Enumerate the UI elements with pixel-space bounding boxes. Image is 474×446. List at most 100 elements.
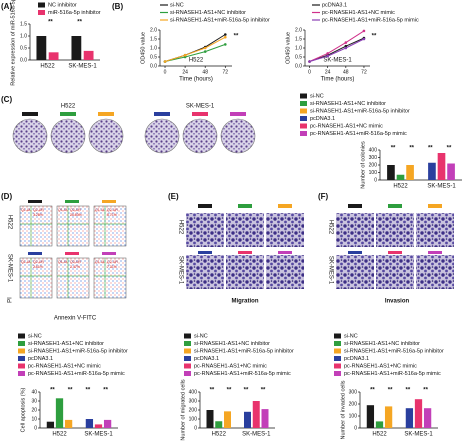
significance: ** <box>423 388 428 394</box>
significance: ** <box>428 146 433 152</box>
point <box>326 54 329 58</box>
y-tick-label: 0 <box>194 425 197 431</box>
legend-label: pc-RNASEH1-AS1+miR-516a-5p mimic <box>322 17 419 23</box>
legend-label: miR-516a-5p inhibitor <box>48 10 101 16</box>
chart-title: SK-MES-1 <box>323 58 352 64</box>
x-tick-label: H522 <box>52 432 67 438</box>
legend-label: si-NC <box>170 2 184 8</box>
y-tick-label: 200 <box>189 407 198 413</box>
bar <box>428 162 436 180</box>
legend-swatch <box>300 101 307 106</box>
legend-label: pc-RNASEH1-AS1+miR-516a-5p mimic <box>310 131 407 137</box>
condition-swatch <box>198 251 212 254</box>
stain-image <box>226 213 264 247</box>
point <box>183 53 187 57</box>
y-tick-label: 200 <box>369 162 378 168</box>
y-tick-label: 30 <box>31 398 37 404</box>
condition-swatch <box>198 204 212 208</box>
legend-label: si-NC <box>344 333 358 339</box>
y-tick-label: 100 <box>349 413 358 419</box>
legend-label: pc-RNASEH1-AS1+NC mimic <box>194 363 267 369</box>
significance: ** <box>77 20 82 26</box>
y-tick-label: 100 <box>369 170 378 176</box>
y-tick-label: 1.0 <box>20 33 27 39</box>
significance: ** <box>227 388 232 394</box>
legend-swatch <box>18 348 25 354</box>
legend-label: si-RNASEH1-AS1+miR-516a-5p inhibitor <box>310 108 410 114</box>
legend-label: pcDNA3.1 <box>322 2 347 8</box>
y-tick-label: 1.5 <box>150 36 157 42</box>
quadrant-label: Q2-UR <box>70 260 81 264</box>
legend-swatch <box>38 2 45 8</box>
legend-swatch <box>334 333 341 339</box>
flow-plot <box>93 257 127 299</box>
point <box>344 46 348 50</box>
significance: ** <box>409 146 414 152</box>
bar <box>387 165 395 180</box>
y-tick-label: 2.0 <box>295 27 302 33</box>
legend-swatch <box>18 341 25 346</box>
panel-label: (C) <box>1 95 12 104</box>
significance: ** <box>103 388 108 394</box>
legend-label: pc-RNASEH1-AS1+miR-516a-5p mimic <box>28 371 125 377</box>
significance: ** <box>406 388 411 394</box>
legend-label: pcDNA3.1 <box>344 356 369 362</box>
bar <box>244 411 251 428</box>
condition-swatch <box>278 251 292 254</box>
y-tick-label: 0.5 <box>20 45 27 51</box>
legend-label: pc-RNASEH1-AS1+NC mimic <box>322 10 395 16</box>
x-axis-label: Time (hours) <box>321 77 355 83</box>
quadrant-label: Q1-UL <box>21 260 31 264</box>
point <box>203 46 207 50</box>
bar <box>437 153 446 180</box>
bar <box>103 419 112 428</box>
x-tick-label: SK-MES-1 <box>242 432 271 438</box>
bar <box>71 36 82 60</box>
legend-swatch <box>184 341 191 346</box>
quadrant-value: 2.47% <box>70 265 80 269</box>
x-tick-label: 24 <box>325 69 331 75</box>
bar <box>94 424 103 428</box>
y-axis-label: Relative expression of miR-516a-5p <box>10 0 16 86</box>
bar <box>261 409 269 428</box>
legend-label: pc-RNASEH1-AS1+NC mimic <box>310 123 383 129</box>
series-line <box>309 38 365 62</box>
stain-image <box>266 255 304 289</box>
y-tick-label: 40 <box>31 389 37 395</box>
legend-swatch <box>334 341 341 346</box>
point <box>203 50 207 53</box>
legend-swatch <box>300 108 307 114</box>
condition-swatch <box>428 251 442 254</box>
bar <box>55 398 64 428</box>
significance: ** <box>391 146 396 152</box>
condition-swatch <box>278 204 292 208</box>
bar <box>215 421 223 428</box>
legend-swatch <box>18 356 25 361</box>
legend-label: si-RNASEH1-AS1+miR-516a-5p inhibitor <box>344 348 444 354</box>
legend-swatch <box>334 348 341 354</box>
bar <box>384 406 393 428</box>
colony-plate <box>182 118 218 154</box>
x-tick-label: H522 <box>393 184 408 190</box>
y-tick-label: 10 <box>31 416 37 422</box>
flow-plot <box>56 257 90 299</box>
significance: ** <box>68 388 73 394</box>
image-caption: Invasion <box>385 299 410 305</box>
y-tick-label: 1.0 <box>295 45 302 51</box>
point <box>344 44 348 48</box>
axis-label: PI <box>8 297 14 303</box>
x-tick-label: 72 <box>223 69 229 75</box>
series-line <box>164 43 226 62</box>
image-label: H522 <box>61 104 76 110</box>
stain-image <box>186 255 224 289</box>
row-label: SK-MES-1 <box>177 256 183 285</box>
y-tick-label: 0.5 <box>150 54 157 60</box>
y-tick-label: 1.5 <box>20 21 27 27</box>
condition-swatch <box>230 112 246 116</box>
y-tick-label: 300 <box>349 389 358 395</box>
panel-label: (B) <box>112 2 123 11</box>
y-tick-label: 400 <box>189 389 198 395</box>
legend-label: pc-RNASEH1-AS1+NC mimic <box>28 363 101 369</box>
legend-swatch <box>18 333 25 339</box>
